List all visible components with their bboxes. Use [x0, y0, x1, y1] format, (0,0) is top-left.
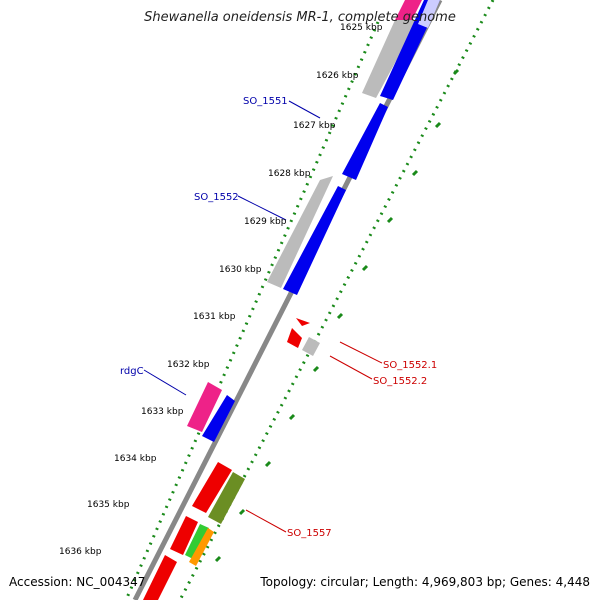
outer-ticks — [214, 68, 460, 563]
tick-label: 1628 kbp — [268, 169, 311, 179]
tick-label: 1629 kbp — [244, 217, 287, 227]
tick-label: 1632 kbp — [167, 360, 210, 370]
gene-name-labels[interactable]: SO_1551 SO_1552 rdgC SO_1552.1 SO_1552.2… — [120, 96, 437, 539]
gene-label-so1552[interactable]: SO_1552 — [194, 192, 239, 203]
gene-red-lower[interactable] — [170, 516, 198, 555]
kbp-labels: 1625 kbp 1626 kbp 1627 kbp 1628 kbp 1629… — [59, 23, 383, 557]
tick-label: 1630 kbp — [219, 265, 262, 275]
gene-red-small-2[interactable] — [287, 328, 302, 348]
tick-label: 1634 kbp — [114, 454, 157, 464]
gene-gray-top[interactable] — [362, 20, 418, 98]
gene-blocks[interactable] — [143, 0, 440, 600]
gene-pink-rdgc[interactable] — [187, 382, 222, 432]
tick-label: 1631 kbp — [193, 312, 236, 322]
gene-red-large[interactable] — [192, 462, 232, 513]
outer-dotted-track — [178, 0, 495, 600]
gene-label-so1557[interactable]: SO_1557 — [287, 528, 332, 539]
genome-backbone — [132, 0, 443, 600]
tick-label: 1627 kbp — [293, 121, 336, 131]
gene-red-small-1[interactable] — [296, 318, 310, 326]
genome-title: Shewanella oneidensis MR-1, complete gen… — [144, 10, 456, 25]
genome-summary-text: Topology: circular; Length: 4,969,803 bp… — [259, 575, 590, 589]
gene-green-lower[interactable] — [185, 524, 209, 559]
gene-label-so1552-1[interactable]: SO_1552.1 — [383, 360, 437, 371]
gene-label-rdgc[interactable]: rdgC — [120, 366, 144, 377]
leader-lines — [143, 100, 383, 533]
tick-label: 1635 kbp — [87, 500, 130, 510]
gene-label-so1552-2[interactable]: SO_1552.2 — [373, 376, 427, 387]
tick-label: 1626 kbp — [316, 71, 359, 81]
accession-text: Accession: NC_004347 — [9, 575, 145, 589]
gene-blue-rdgc[interactable] — [202, 395, 235, 442]
gene-orange-lower[interactable] — [189, 528, 214, 566]
gene-blue-so1552[interactable] — [283, 186, 346, 295]
inner-dotted-track — [124, 21, 380, 600]
tick-label: 1625 kbp — [340, 23, 383, 33]
tick-label: 1636 kbp — [59, 547, 102, 557]
tick-label: 1633 kbp — [141, 407, 184, 417]
gene-light-top[interactable] — [418, 0, 440, 28]
gene-gray-so1552[interactable] — [267, 176, 333, 288]
gene-gray-small[interactable] — [302, 337, 320, 356]
gene-label-so1551[interactable]: SO_1551 — [243, 96, 288, 107]
gene-blue-so1551[interactable] — [342, 103, 388, 180]
gene-red-bottom[interactable] — [143, 555, 177, 600]
gene-olive-so1557[interactable] — [208, 472, 245, 524]
gene-pink-top[interactable] — [395, 0, 422, 20]
